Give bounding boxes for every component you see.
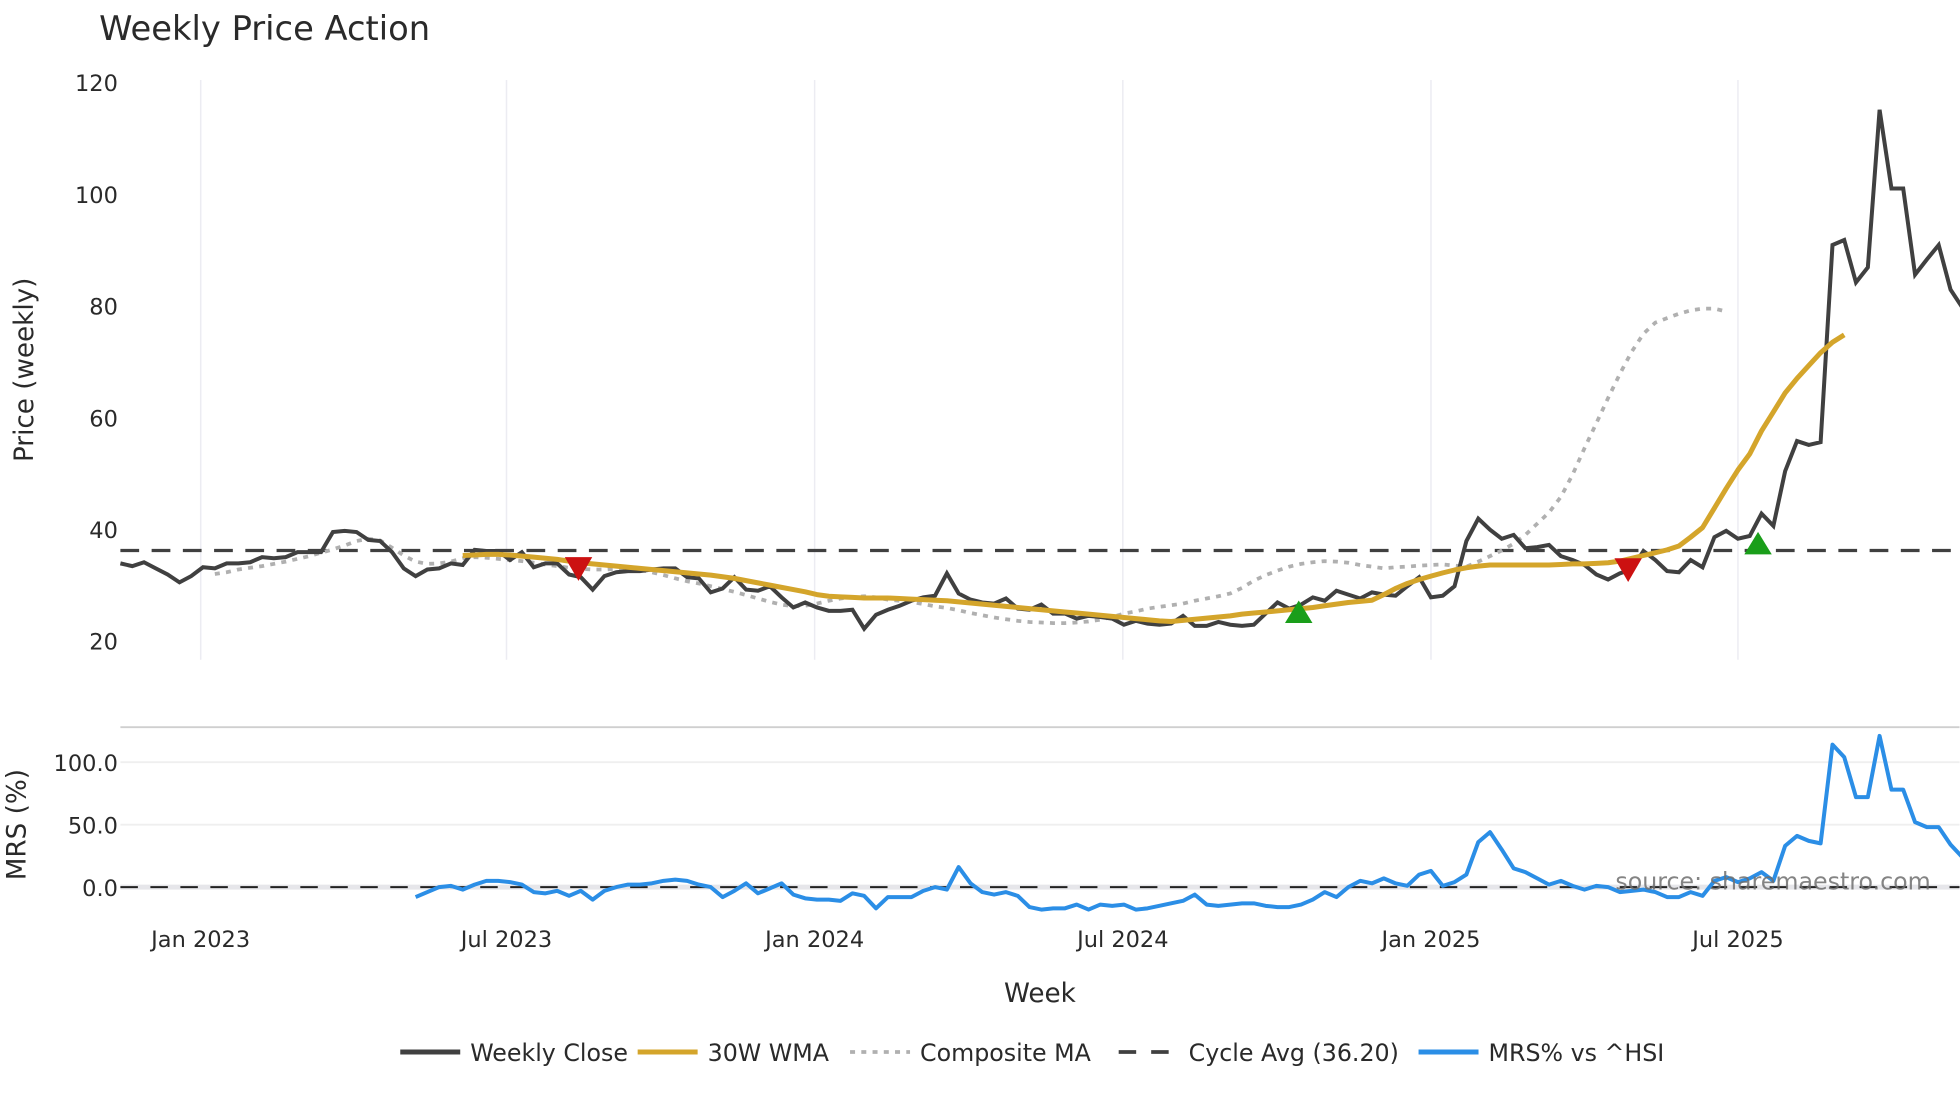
legend-label: 30W WMA (708, 1039, 830, 1067)
mrs-y-tick-label: 0.0 (82, 876, 118, 902)
mrs-panel: 100.0 50.0 0.0 MRS (%) source: sharemaestr… (2, 726, 1960, 912)
price-y-axis-ticks: 120 100 80 60 40 20 (75, 71, 118, 655)
x-tick-label: Jan 2025 (1379, 927, 1480, 953)
x-tick-label: Jul 2025 (1690, 927, 1783, 953)
price-y-tick-label: 80 (89, 295, 118, 321)
price-y-tick-label: 100 (75, 183, 118, 209)
signal-markers (564, 531, 1772, 624)
mrs-series (414, 733, 1960, 912)
price-y-tick-label: 120 (75, 71, 118, 97)
x-tick-label: Jul 2023 (459, 927, 552, 953)
legend-item[interactable]: Cycle Avg (36.20) (1118, 1039, 1399, 1067)
x-axis-ticks: Jan 2023 Jul 2023 Jan 2024 Jul 2024 Jan 2025… (149, 927, 1783, 953)
x-tick-label: Jan 2023 (149, 927, 250, 953)
source-watermark: source: sharemaestro.com (1615, 868, 1930, 896)
mrs-line (414, 733, 1960, 912)
chart-title: Weekly Price Action (99, 9, 430, 48)
price-panel: 120 100 80 60 40 20 Price (weekly) (10, 71, 1960, 660)
price-y-tick-label: 40 (89, 518, 118, 544)
sell-signal-marker-icon (1614, 558, 1642, 582)
x-tick-label: Jul 2024 (1075, 927, 1168, 953)
buy-signal-marker-icon (1284, 600, 1313, 624)
legend-label: Cycle Avg (36.20) (1189, 1039, 1399, 1067)
price-gridlines (199, 79, 1739, 660)
legend-label: Weekly Close (470, 1039, 628, 1067)
price-series (119, 109, 1960, 633)
legend-item[interactable]: Weekly Close (400, 1039, 628, 1067)
buy-signal-marker-icon (1744, 531, 1772, 555)
legend-item[interactable]: 30W WMA (637, 1039, 830, 1067)
x-axis-title: Week (1004, 979, 1077, 1009)
price-y-axis-title: Price (weekly) (10, 278, 40, 462)
legend-label: Composite MA (920, 1039, 1092, 1067)
legend-item[interactable]: Composite MA (850, 1039, 1092, 1067)
price-y-tick-label: 20 (89, 630, 118, 656)
legend-label: MRS% vs ^HSI (1489, 1039, 1665, 1067)
legend: Weekly Close 30W WMA Composite MA Cycle Avg… (400, 1039, 1664, 1067)
mrs-y-axis-ticks: 100.0 50.0 0.0 (54, 751, 118, 902)
wma-30w-line (462, 332, 1846, 624)
mrs-y-tick-label: 100.0 (54, 751, 118, 777)
sell-signal-marker-icon (564, 557, 593, 581)
mrs-y-tick-label: 50.0 (68, 813, 118, 839)
legend-item[interactable]: MRS% vs ^HSI (1418, 1039, 1665, 1067)
mrs-gridlines (120, 761, 1960, 890)
x-tick-label: Jan 2024 (763, 927, 864, 953)
composite-ma-line (214, 306, 1727, 625)
weekly-close-line (119, 109, 1960, 633)
price-y-tick-label: 60 (89, 406, 118, 432)
mrs-y-axis-title: MRS (%) (2, 769, 32, 880)
